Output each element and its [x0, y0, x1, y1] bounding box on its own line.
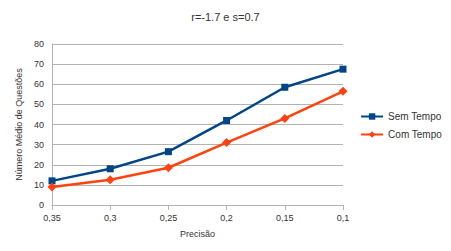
svg-text:50: 50 [34, 99, 44, 109]
svg-text:0,25: 0,25 [160, 213, 178, 223]
svg-text:10: 10 [34, 180, 44, 190]
svg-text:20: 20 [34, 160, 44, 170]
svg-text:Precisão: Precisão [180, 229, 215, 239]
svg-text:80: 80 [34, 39, 44, 49]
svg-text:60: 60 [34, 79, 44, 89]
svg-text:Sem Tempo: Sem Tempo [388, 111, 442, 122]
svg-text:40: 40 [34, 120, 44, 130]
svg-text:Número Médio de Questões: Número Médio de Questões [14, 68, 24, 181]
svg-text:Com Tempo: Com Tempo [388, 129, 442, 140]
svg-text:0,3: 0,3 [104, 213, 117, 223]
svg-text:0: 0 [39, 200, 44, 210]
svg-text:30: 30 [34, 140, 44, 150]
svg-text:0,2: 0,2 [220, 213, 233, 223]
svg-text:0,1: 0,1 [337, 213, 350, 223]
svg-text:0,35: 0,35 [43, 213, 61, 223]
svg-text:r=-1.7 e s=0.7: r=-1.7 e s=0.7 [191, 11, 260, 23]
svg-text:70: 70 [34, 59, 44, 69]
svg-text:0,15: 0,15 [276, 213, 294, 223]
